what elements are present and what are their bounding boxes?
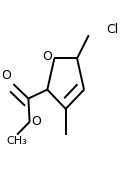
Text: O: O — [31, 115, 41, 128]
Text: CH₃: CH₃ — [7, 136, 28, 146]
Text: O: O — [42, 50, 52, 63]
Text: Cl: Cl — [106, 23, 118, 36]
Text: O: O — [2, 69, 12, 82]
